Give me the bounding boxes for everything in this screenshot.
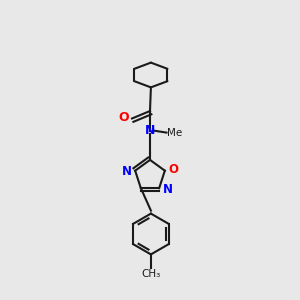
Text: N: N [122, 165, 132, 178]
Text: Me: Me [167, 128, 183, 138]
Text: N: N [163, 182, 173, 196]
Text: N: N [145, 124, 155, 137]
Text: O: O [118, 111, 129, 124]
Text: O: O [168, 163, 178, 176]
Text: CH₃: CH₃ [141, 269, 160, 279]
